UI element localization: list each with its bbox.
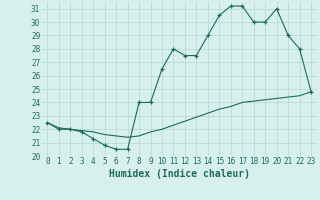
X-axis label: Humidex (Indice chaleur): Humidex (Indice chaleur)	[109, 169, 250, 179]
